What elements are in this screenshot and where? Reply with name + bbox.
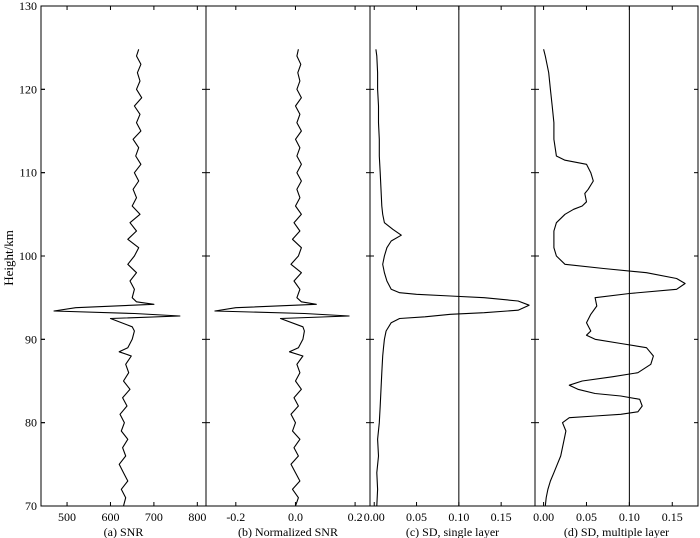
series-line-1 bbox=[375, 49, 530, 507]
y-tick-label: 130 bbox=[19, 0, 37, 13]
y-tick-label: 100 bbox=[19, 249, 37, 263]
x-tick-label: 0.2 bbox=[348, 510, 363, 524]
x-tick-label: 0.00 bbox=[364, 510, 385, 524]
y-tick-label: 90 bbox=[25, 332, 37, 346]
y-tick-label: 80 bbox=[25, 416, 37, 430]
y-axis-ticks: 70 80 90 100 110 120 130 bbox=[19, 0, 45, 513]
panel-caption: (d) SD, multiple layer bbox=[564, 525, 669, 538]
x-tick-label: 0.00 bbox=[533, 510, 554, 524]
panel-4: 0.00 0.05 0.10 0.15(d) SD, multiple layer bbox=[533, 5, 699, 538]
panel-caption: (c) SD, single layer bbox=[406, 525, 499, 538]
panel-3: 0.00 0.05 0.10 0.15(c) SD, single layer bbox=[364, 5, 536, 538]
y-tick-label: 70 bbox=[25, 499, 37, 513]
series-line-1 bbox=[53, 49, 181, 507]
panel-caption: (b) Normalized SNR bbox=[238, 525, 338, 538]
x-tick-label: 700 bbox=[145, 510, 163, 524]
panel-1: 500 600 700 800 (a) SNR bbox=[40, 5, 207, 538]
x-tick-label: 0.05 bbox=[576, 510, 597, 524]
x-tick-label: 600 bbox=[101, 510, 119, 524]
series-line-1 bbox=[214, 49, 350, 507]
x-tick-label: 0.15 bbox=[662, 510, 683, 524]
x-tick-label: 0.15 bbox=[491, 510, 512, 524]
x-tick-label: -0.2 bbox=[226, 510, 245, 524]
x-tick-label: 0.10 bbox=[619, 510, 640, 524]
y-axis-label: Height/km bbox=[1, 230, 16, 286]
panel-caption: (a) SNR bbox=[104, 525, 144, 538]
panel-2: -0.2 0.0 0.2 (b) Normalized SNR bbox=[205, 5, 371, 538]
x-tick-label: 500 bbox=[58, 510, 76, 524]
x-tick-label: 0.05 bbox=[406, 510, 427, 524]
y-tick-label: 120 bbox=[19, 82, 37, 96]
y-tick-label: 110 bbox=[19, 166, 37, 180]
x-tick-label: 0.10 bbox=[448, 510, 469, 524]
panels: 500 600 700 800 (a) SNR -0.2 0.0 0.2 (b) Normali… bbox=[40, 5, 699, 538]
series-line-1 bbox=[543, 49, 686, 507]
x-tick-label: 800 bbox=[188, 510, 206, 524]
x-tick-label: 0.0 bbox=[288, 510, 303, 524]
